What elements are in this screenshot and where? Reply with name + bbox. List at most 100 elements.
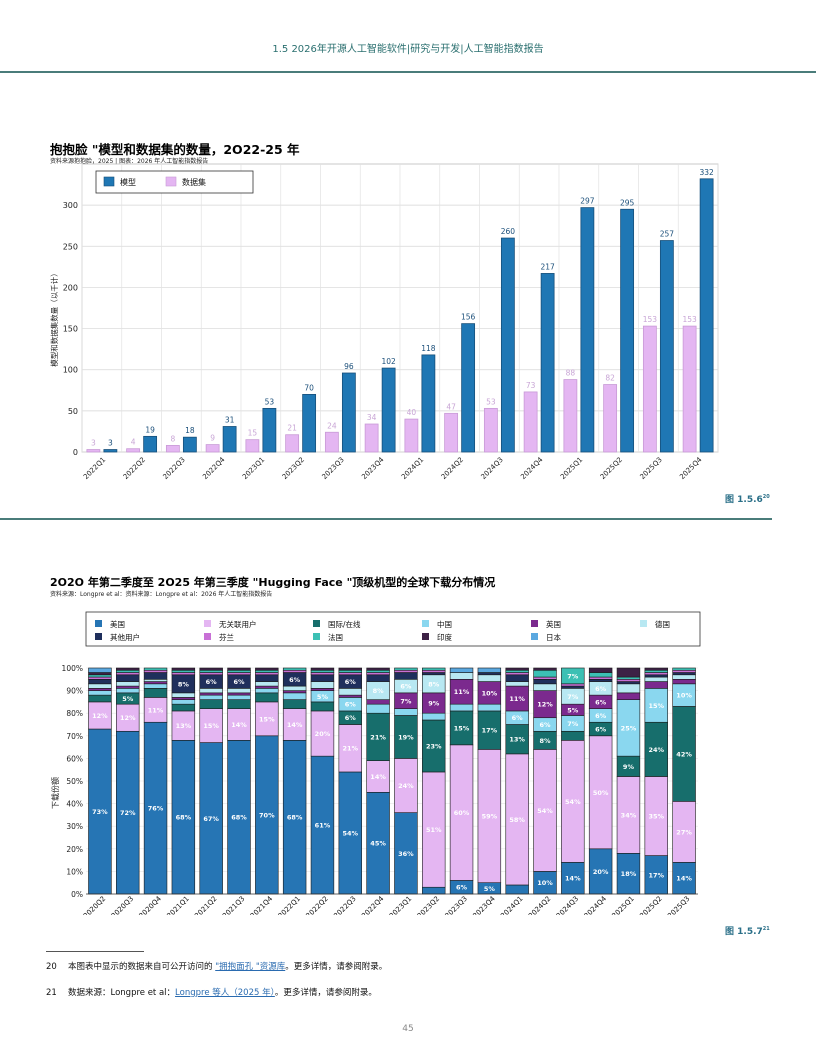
dataset-bar [86,449,101,453]
segment-label: 72% [120,809,136,817]
segment-label: 15% [203,722,219,730]
stack-segment [588,679,613,682]
segment-label: 6% [512,714,524,722]
stack-segment [616,681,641,685]
model-bar [461,323,476,453]
stack-segment [616,679,641,682]
legend-swatch [422,633,429,640]
x-tick-label: 2025Q3 [638,456,663,480]
figure2-title: 2O2O 年第二季度至 2O25 年第三季度 "Hugging Face "顶级… [50,576,496,589]
stack-segment [199,699,223,709]
segment-label: 17% [482,727,498,735]
dataset-value-label: 153 [682,315,697,324]
segment-label: 20% [593,868,609,876]
figure1-source: 资料来源抱抱脸，2025 | 图表：2026 年人工智能指数报告 [50,158,209,165]
model-value-label: 96 [344,362,354,371]
dataset-bar [682,325,697,453]
stack-segment [561,685,585,689]
y-tick-label: 60% [66,754,83,763]
segment-label: 13% [176,722,192,730]
legend-label: 芬兰 [219,632,234,642]
segment-label: 58% [509,816,525,824]
dataset-bar [245,439,260,453]
dataset-value-label: 9 [210,434,215,443]
stack-segment [199,688,223,694]
segment-label: 6% [289,676,301,684]
stack-segment [338,672,362,676]
legend-label: 德国 [655,619,670,629]
segment-label: 6% [595,712,607,720]
dataset-value-label: 88 [566,369,576,378]
stack-segment [171,697,196,700]
model-bar [262,407,277,453]
segment-label: 42% [676,750,692,758]
x-tick-label: 2024Q4 [583,894,609,915]
legend-swatch [313,633,320,640]
segment-label: 11% [148,706,164,714]
model-value-label: 3 [108,439,113,448]
x-tick-label: 2025Q1 [611,895,636,915]
stack-segment [282,667,307,671]
dataset-bar [603,384,618,453]
stack-segment [227,672,251,676]
segment-label: 11% [454,688,470,696]
legend-swatch [204,620,211,627]
stack-segment [505,669,529,673]
legend-swatch [204,633,211,640]
stack-segment [88,674,112,678]
stack-segment [88,672,112,676]
section-divider [0,518,772,520]
segment-label: 9% [428,700,440,708]
dataset-value-label: 40 [407,408,417,417]
y-tick-label: 250 [63,242,78,251]
stack-segment [255,674,279,682]
x-tick-label: 2020Q4 [138,894,164,915]
stack-segment [366,674,390,682]
x-tick-label: 2022Q1 [277,895,302,915]
footnote-20-link[interactable]: "拥抱面孔 "资源库 [215,962,286,972]
model-bar [659,240,674,453]
stack-segment [505,674,529,682]
stack-segment [505,681,529,687]
dataset-value-label: 34 [367,413,377,422]
dataset-value-label: 8 [170,434,175,443]
stack-segment [88,683,112,689]
stack-segment [644,672,668,676]
model-value-label: 297 [580,197,595,206]
legend-label: 无关联用户 [219,619,257,629]
model-value-label: 257 [660,230,675,239]
stack-segment [366,672,390,676]
stack-segment [338,667,362,671]
stack-segment [171,669,196,673]
segment-label: 76% [148,805,164,813]
x-tick-label: 2022Q4 [360,894,386,915]
figure2-ref: 图 1.5.721 [725,926,770,937]
model-value-label: 332 [699,168,714,177]
x-tick-label: 2025Q1 [559,456,584,480]
stack-segment [143,679,168,682]
stack-segment [171,699,196,705]
stack-segment [199,692,223,696]
segment-label: 6% [595,685,607,693]
dataset-value-label: 153 [643,315,658,324]
dataset-bar [563,379,578,453]
stack-segment [672,667,696,671]
footnote-21-link[interactable]: Longpre 等人（2025 年） [175,988,275,998]
stack-segment [477,703,502,712]
stack-segment [338,694,362,698]
x-tick-label: 2023Q3 [444,895,469,915]
legend-label: 国际/在线 [328,619,361,629]
segment-label: 54% [565,798,581,806]
x-tick-label: 2022Q2 [305,895,330,915]
segment-label: 10% [676,692,692,700]
stack-segment [449,667,474,673]
stack-segment [171,672,196,676]
stack-segment [533,669,557,678]
segment-label: 19% [398,733,414,741]
y-tick-label: 0% [71,890,83,899]
model-bar [381,367,396,453]
stack-segment [588,676,613,680]
stack-segment [171,667,196,671]
model-bar [421,354,436,453]
